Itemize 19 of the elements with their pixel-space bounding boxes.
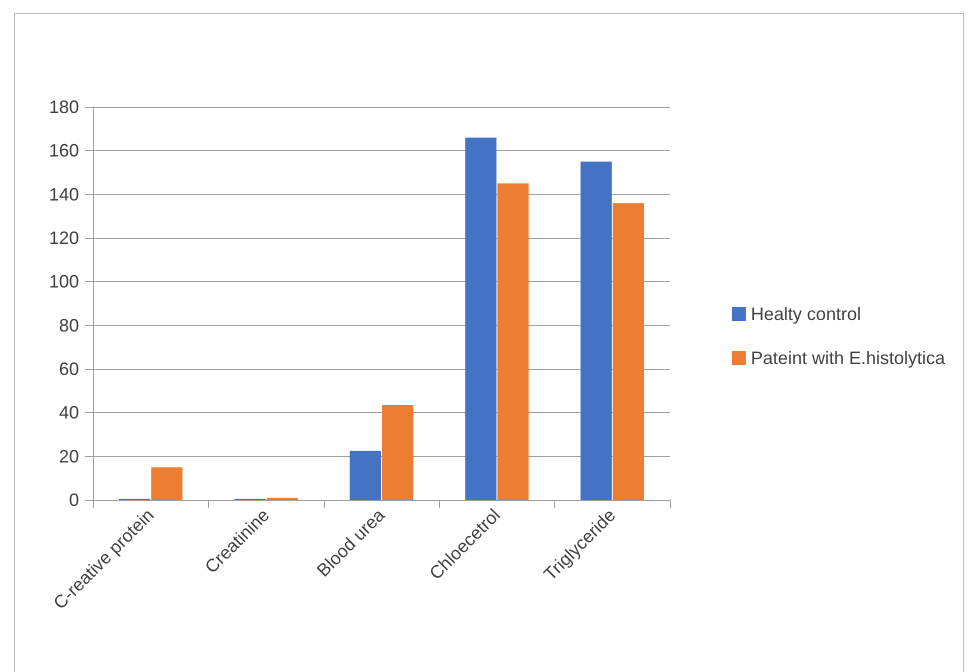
bar [497, 183, 529, 500]
y-tick-label: 160 [48, 140, 79, 161]
bar [612, 203, 644, 500]
bar [350, 450, 382, 500]
y-tick-label: 60 [58, 359, 79, 379]
y-tick-label: 0 [68, 490, 79, 510]
y-tick-label: 80 [58, 315, 79, 336]
bar [465, 138, 496, 500]
bar [580, 162, 612, 500]
bar [382, 405, 414, 500]
bar [151, 467, 182, 500]
y-tick-label: 120 [48, 228, 79, 248]
y-tick-label: 140 [48, 184, 79, 204]
y-tick-label: 40 [58, 402, 79, 423]
legend-label: Pateint with E.histolytica [750, 348, 946, 368]
legend-label: Healty control [750, 304, 861, 324]
y-tick-label: 180 [48, 97, 79, 117]
y-tick-label: 100 [48, 272, 79, 292]
y-tick-label: 20 [58, 446, 79, 466]
